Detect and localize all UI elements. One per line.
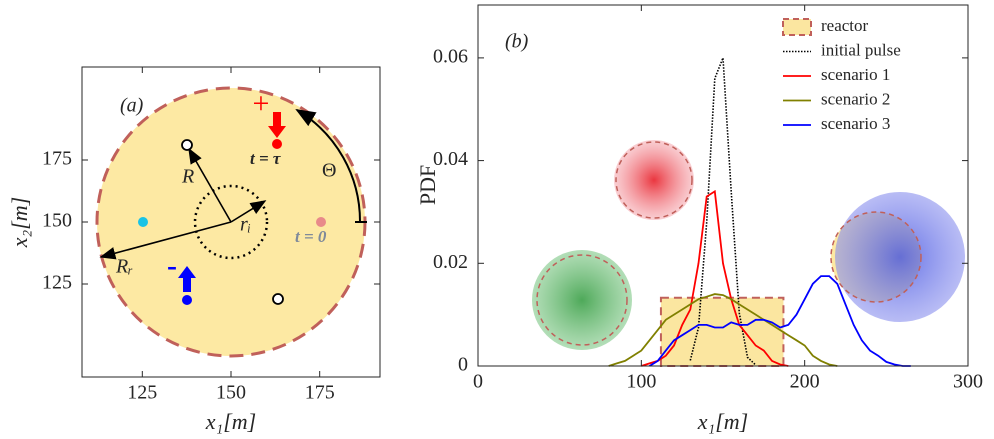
x-tick-label: 125: [127, 382, 157, 404]
minus-sign: -: [167, 249, 177, 282]
x-tick-label: 150: [216, 382, 246, 404]
y-tick-label: 0.04: [433, 148, 468, 170]
y-axis-title: x₂[m]: [7, 197, 32, 248]
legend-label: scenario 3: [821, 114, 890, 133]
source-point: [182, 295, 192, 305]
radius-label: R: [181, 166, 194, 188]
source-point: [316, 217, 326, 227]
source-point: [272, 139, 282, 149]
probe-point: [273, 294, 283, 304]
legend-swatch: [783, 19, 811, 35]
y-tick-label: 0.06: [433, 45, 468, 67]
time-label: t = 0: [295, 227, 327, 246]
x-tick-label: 0: [473, 371, 483, 393]
y-tick-label: 175: [42, 148, 72, 170]
inner-radius-label: rᵢ: [240, 214, 251, 236]
plume-image: [614, 140, 694, 220]
source-point: [138, 217, 148, 227]
y-tick-label: 0.02: [433, 251, 468, 273]
x-tick-label: 175: [305, 382, 335, 404]
y-tick-label: 0: [458, 354, 468, 376]
panel-label: (b): [505, 31, 529, 53]
time-label: t = τ: [250, 149, 281, 168]
y-tick-label: 125: [42, 272, 72, 294]
legend-label: reactor: [821, 16, 869, 35]
panel-label: (a): [120, 95, 144, 117]
legend-label: initial pulse: [821, 40, 901, 59]
legend-label: scenario 2: [821, 89, 890, 108]
plume-image: [835, 192, 965, 322]
probe-point: [182, 140, 192, 150]
y-tick-label: 150: [42, 210, 72, 232]
x-tick-label: 200: [790, 371, 820, 393]
plus-sign: +: [253, 87, 270, 120]
panel-a-diagram: + - (a) R rᵢ Rᵣ Θ t = τ t = 0: [97, 87, 367, 356]
y-axis-title: PDF: [415, 165, 440, 205]
x-axis-title: x₁[m]: [205, 409, 256, 434]
angle-label: Θ: [322, 160, 336, 182]
x-tick-label: 100: [626, 371, 656, 393]
x-axis-title: x₁[m]: [697, 409, 748, 434]
legend-label: scenario 1: [821, 65, 890, 84]
x-tick-label: 300: [953, 371, 983, 393]
plume-image: [532, 250, 632, 350]
figure: + - (a) R rᵢ Rᵣ Θ t = τ t = 0 (b) x₁[m] …: [0, 0, 994, 439]
reactor-radius-label: Rᵣ: [115, 256, 133, 278]
